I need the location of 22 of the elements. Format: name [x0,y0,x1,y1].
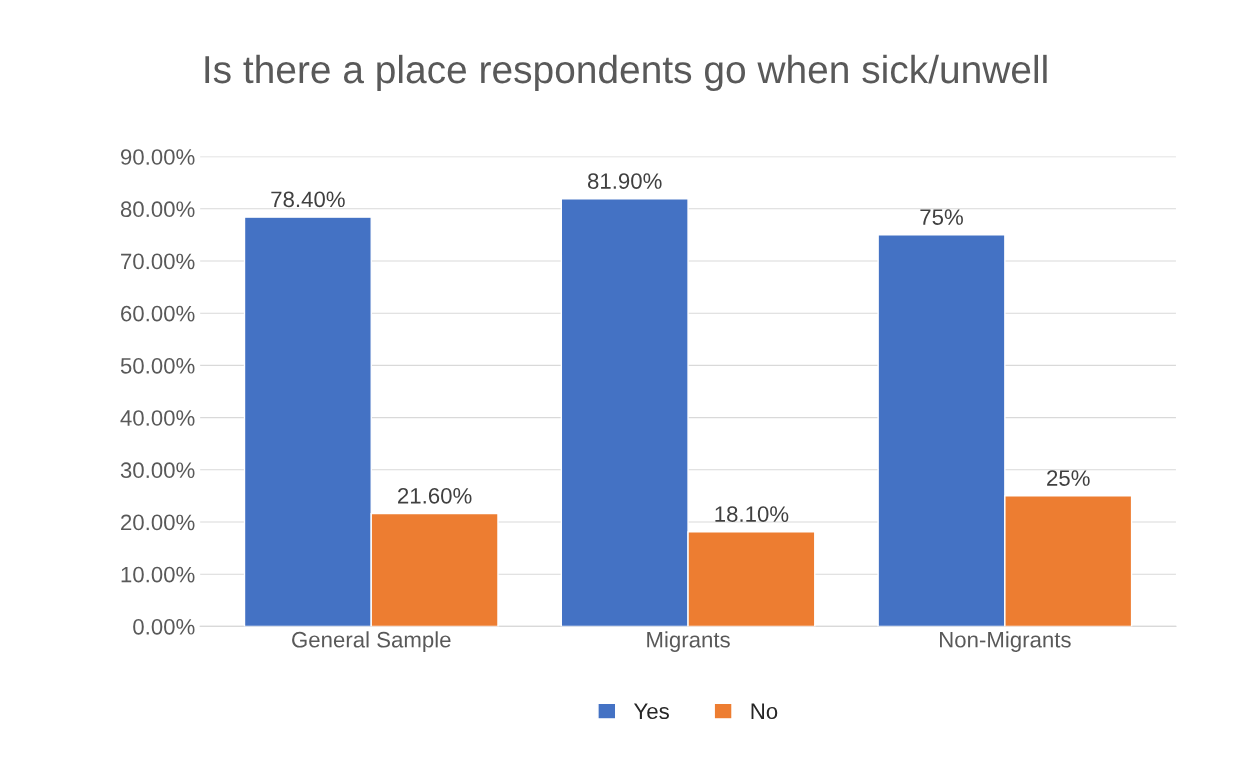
chart-title: Is there a place respondents go when sick/unwell [205,54,1047,92]
y-tick-label: 30.00% [120,462,195,479]
x-tick-label: Migrants [647,631,730,652]
y-tick-label: 20.00% [121,514,195,531]
y-tick-label: 40.00% [120,410,195,426]
y-tick-label: 70.00% [121,253,195,270]
legend-label: Yes [633,703,669,720]
y-tick-label: 80.00% [120,201,195,218]
legend-label: No [751,703,778,720]
y-tick-label: 10.00% [121,566,195,583]
y-tick-label: 0.00% [133,618,195,635]
data-label: 81.90% [587,173,662,189]
x-tick-label: General Sample [292,631,451,652]
y-tick-label: 60.00% [121,305,195,322]
y-tick-label: 50.00% [120,357,195,374]
data-label: 18.10% [715,506,789,522]
data-label: 25% [1047,470,1090,486]
data-label: 21.60% [398,487,472,504]
data-label: 78.40% [271,191,345,208]
y-tick-label: 90.00% [120,149,195,165]
data-label: 75% [920,209,963,225]
x-tick-label: Non-Migrants [940,631,1071,652]
